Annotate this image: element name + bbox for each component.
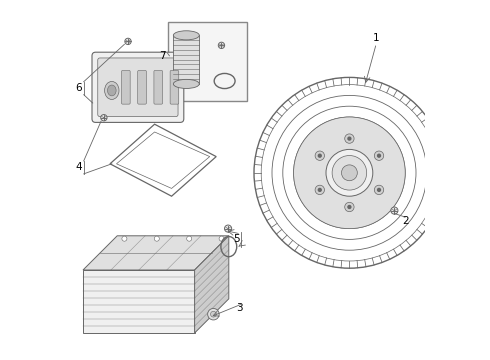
Text: 3: 3	[236, 303, 243, 313]
Circle shape	[377, 153, 381, 158]
Circle shape	[347, 205, 351, 209]
Circle shape	[122, 236, 127, 241]
Text: 7: 7	[160, 51, 166, 61]
Circle shape	[254, 77, 445, 268]
FancyBboxPatch shape	[154, 71, 163, 104]
Circle shape	[101, 114, 107, 121]
Circle shape	[374, 185, 384, 194]
Circle shape	[374, 151, 384, 161]
Ellipse shape	[104, 81, 119, 99]
Circle shape	[224, 225, 232, 232]
Text: 5: 5	[233, 234, 239, 244]
Bar	[173, 35, 199, 84]
Ellipse shape	[107, 85, 116, 96]
Circle shape	[318, 153, 322, 158]
FancyBboxPatch shape	[170, 71, 179, 104]
Circle shape	[219, 236, 224, 241]
Ellipse shape	[173, 31, 199, 40]
Circle shape	[318, 188, 322, 192]
Polygon shape	[195, 236, 229, 333]
Circle shape	[218, 42, 224, 49]
Circle shape	[345, 134, 354, 143]
Text: 2: 2	[402, 216, 409, 226]
Circle shape	[187, 236, 192, 241]
Circle shape	[342, 165, 357, 181]
Circle shape	[315, 151, 324, 161]
Circle shape	[315, 185, 324, 194]
Circle shape	[347, 136, 351, 141]
Circle shape	[326, 149, 373, 196]
FancyBboxPatch shape	[122, 71, 130, 104]
FancyBboxPatch shape	[98, 58, 178, 117]
Circle shape	[345, 202, 354, 212]
Polygon shape	[83, 236, 229, 270]
Text: 1: 1	[373, 33, 380, 43]
Circle shape	[154, 236, 159, 241]
Polygon shape	[83, 270, 195, 333]
Circle shape	[208, 309, 219, 320]
Circle shape	[332, 156, 367, 190]
Circle shape	[125, 38, 131, 45]
Text: 6: 6	[75, 83, 82, 93]
FancyBboxPatch shape	[138, 71, 147, 104]
Circle shape	[377, 188, 381, 192]
Circle shape	[211, 311, 216, 317]
FancyBboxPatch shape	[92, 52, 184, 122]
Circle shape	[294, 117, 405, 229]
Text: 4: 4	[75, 162, 82, 172]
Circle shape	[391, 207, 398, 214]
Bar	[168, 22, 247, 101]
Ellipse shape	[173, 79, 199, 89]
